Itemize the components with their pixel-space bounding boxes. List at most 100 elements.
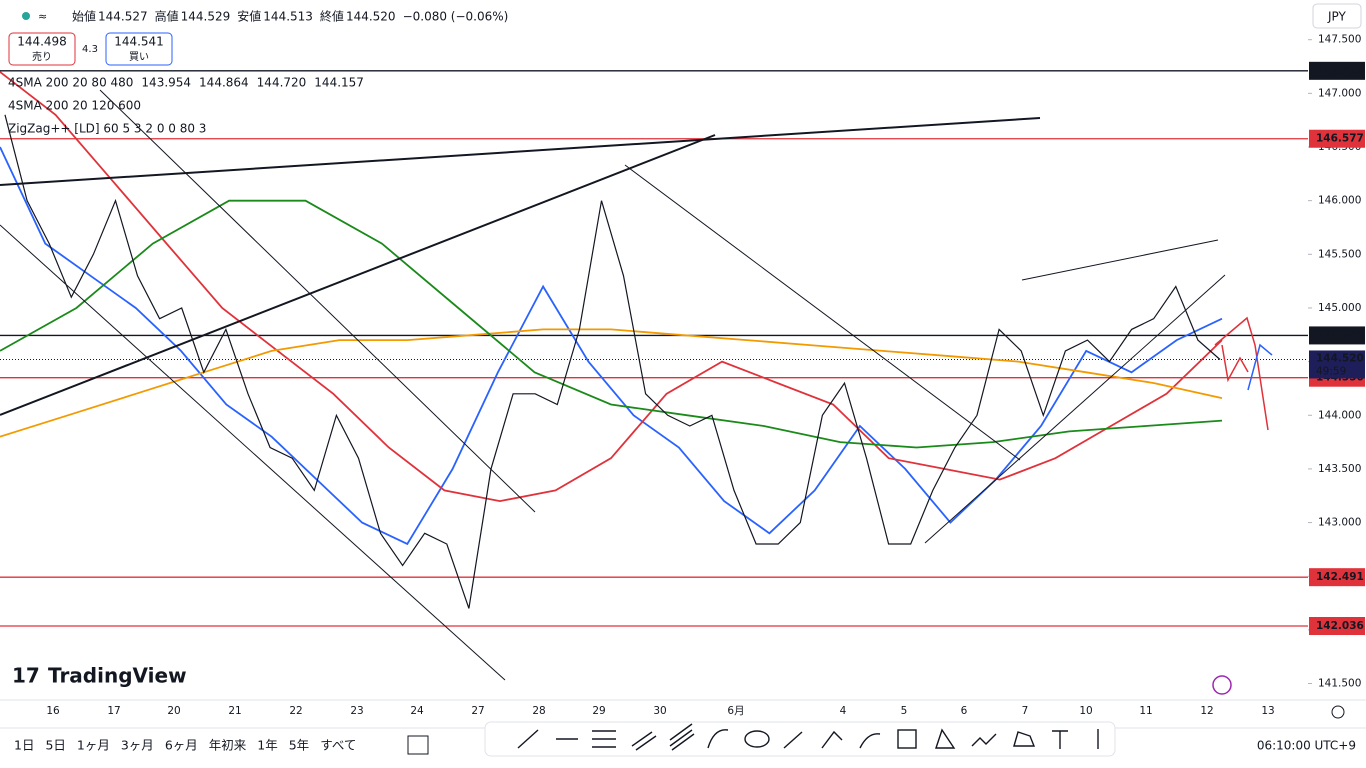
icon: ≈ [38,10,47,23]
buy-label[interactable]: 買い [129,51,149,63]
y-tick-label: 145.000 [1318,302,1361,314]
sell-label[interactable]: 売り [32,50,52,63]
tool[interactable] [631,731,657,751]
clock: 06:10:00 UTC+9 [1257,739,1356,753]
tool[interactable] [744,730,770,748]
timeframe-button[interactable]: 1年 [257,738,277,753]
y-tick-label: 147.500 [1318,34,1361,46]
current-price-tag [1309,350,1365,379]
x-tick-label: 22 [289,705,302,717]
trendline [0,117,1041,186]
tool[interactable] [1013,731,1036,747]
sell-price[interactable]: 144.498 [17,35,67,49]
indicator-value: 144.864 [199,76,249,90]
timeframe-button[interactable]: 1ヶ月 [77,738,110,753]
y-tick-label: 147.000 [1318,87,1361,99]
trendline [0,134,716,416]
y-tick-label: 143.000 [1318,517,1361,529]
timeframe-button[interactable]: 5日 [45,738,65,753]
x-tick-label: 23 [350,705,363,717]
spread: 4.3 [82,44,98,55]
tool[interactable] [517,729,539,749]
x-tick-label: 28 [532,705,545,717]
price-axis-labels: 147.500147.000146.500146.000145.500145.0… [1308,34,1365,690]
brand-logo: 𝟭𝟳 [12,664,40,688]
x-tick-label: 29 [592,705,605,717]
tool[interactable] [592,730,616,748]
ohlc-label: 高値 [155,9,179,24]
price-level-label: 147.210 [1316,65,1364,77]
price-level-tag [1309,568,1365,587]
price-level-label: 146.577 [1316,133,1364,145]
drawings [0,89,1273,681]
channel-line [1021,239,1219,281]
tool[interactable] [821,730,843,749]
indicator-value: 144.720 [257,76,307,90]
tool[interactable] [859,733,881,749]
price-level-tag [1309,617,1365,636]
timeframe-button[interactable]: すべて [320,738,356,753]
indicator-value: 143.954 [141,76,191,90]
ohlc-value: 144.527 [98,10,148,24]
tool[interactable] [1052,730,1068,749]
tool[interactable] [897,729,917,749]
price-line [4,114,1221,609]
price-axis [1308,0,1366,700]
current-price-label: 144.520 [1316,352,1364,364]
y-tick-label: 146.000 [1318,195,1361,207]
buy-price[interactable]: 144.541 [114,35,164,49]
ohlc-value: 144.520 [346,10,396,24]
tool[interactable] [783,731,803,749]
ohlc-value: 144.513 [263,10,313,24]
countdown: 49:59 [1316,365,1346,377]
indicator-name: ZigZag++ [LD] 60 5 3 2 0 0 80 3 [8,122,206,136]
timeframes: 1日 5日 1ヶ月 3ヶ月 6ヶ月 年初来 1年 5年 すべて [14,738,356,753]
tool[interactable] [935,728,956,749]
forecast-arrow [1214,316,1269,431]
timeframe-button[interactable]: 3ヶ月 [121,738,154,753]
alert-icon[interactable] [1212,675,1232,695]
ohlc-label: 安値 [237,9,261,24]
x-tick-label: 6月 [727,705,744,717]
x-tick-label: 13 [1261,705,1274,717]
x-tick-label: 12 [1200,705,1213,717]
y-tick-label: 141.500 [1318,678,1361,690]
forecast-arrow [1221,344,1249,383]
x-tick-label: 24 [410,705,424,717]
tool[interactable] [669,723,695,751]
tool[interactable] [707,729,729,749]
tool[interactable] [971,733,997,747]
drawing-toolbar [484,721,1116,757]
ohlc-label: 終値 [320,9,344,24]
x-tick-label: 6 [961,705,968,717]
ohlc-label: 始値 [72,9,96,24]
moving-average [0,199,1223,449]
moving-average [0,146,1223,546]
x-tick-label: 11 [1139,705,1152,717]
legend: ≈ 始値 144.527 高値 144.529 安値 144.513 終値 144.520 −0… [8,3,1362,136]
brand: TradingView [48,664,187,688]
buy-button[interactable] [105,32,173,66]
indicator-value: 144.157 [314,76,364,90]
sell-button[interactable] [8,32,76,66]
indicators: 4SMA 200 20 80 480 143.954 144.864 144.720 1… [8,76,364,136]
date-range-icon[interactable] [407,735,429,755]
currency-button[interactable] [1312,3,1362,29]
timeframe-button[interactable]: 5年 [289,738,309,753]
currency[interactable]: JPY [1327,10,1347,24]
timeframe-button[interactable]: 年初来 [209,738,247,753]
channel-line [99,89,536,513]
y-tick-label: 143.500 [1318,463,1361,475]
timeframe-button[interactable]: 6ヶ月 [165,738,198,753]
price-level-label: 144.744 [1316,329,1364,341]
forecast-arrow [1247,343,1273,391]
x-tick-label: 7 [1022,705,1029,717]
change: −0.080 (−0.06%) [403,10,509,24]
x-tick-label: 5 [901,705,908,717]
price-level-tag [1309,326,1365,345]
timeframe-button[interactable]: 1日 [14,738,34,753]
x-tick-label: 17 [107,705,120,717]
settings-icon[interactable] [1331,705,1345,719]
price-level-tag [1309,129,1365,148]
